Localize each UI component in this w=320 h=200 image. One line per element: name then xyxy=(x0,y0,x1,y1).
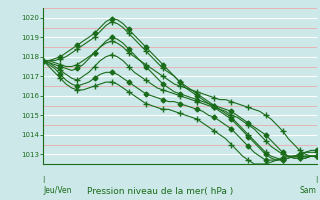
Text: Jeu/Ven: Jeu/Ven xyxy=(43,186,72,195)
Text: |: | xyxy=(316,176,318,183)
Text: Sam: Sam xyxy=(300,186,317,195)
Text: Pression niveau de la mer( hPa ): Pression niveau de la mer( hPa ) xyxy=(87,187,233,196)
Text: |: | xyxy=(42,176,44,183)
